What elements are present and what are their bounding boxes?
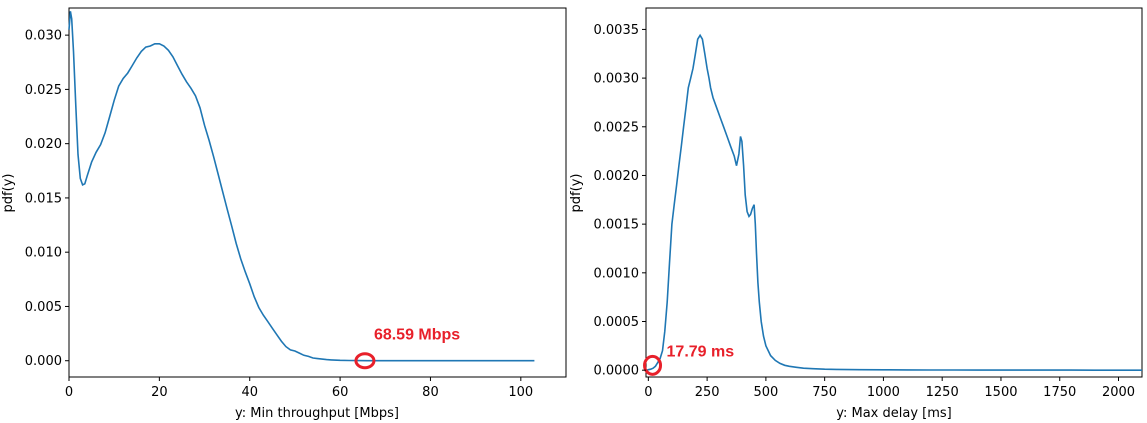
right-series-line bbox=[647, 33, 1142, 371]
left-y-tick-label: 0.030 bbox=[25, 29, 62, 44]
left-marker-circle bbox=[354, 352, 376, 370]
right-x-tick-label: 1250 bbox=[926, 385, 959, 400]
left-y-tick-label: 0.020 bbox=[25, 137, 62, 152]
left-x-axis-label: y: Min throughput [Mbps] bbox=[235, 406, 399, 421]
left-y-tick-label: 0.000 bbox=[25, 354, 62, 369]
left-x-tick-label: 40 bbox=[241, 385, 258, 400]
right-x-tick-label: 0 bbox=[644, 385, 652, 400]
left-series-line bbox=[68, 11, 535, 362]
left-y-tick-label: 0.025 bbox=[25, 83, 62, 98]
right-y-tick-label: 0.0015 bbox=[594, 218, 640, 233]
left-y-tick-label: 0.015 bbox=[25, 191, 62, 206]
left-x-tick-label: 60 bbox=[332, 385, 349, 400]
right-x-tick-label: 2000 bbox=[1102, 385, 1135, 400]
left-y-tick-label: 0.005 bbox=[25, 300, 62, 315]
right-y-tick-label: 0.0010 bbox=[594, 266, 640, 281]
left-x-tick-label: 20 bbox=[151, 385, 168, 400]
left-x-tick-label: 80 bbox=[422, 385, 439, 400]
right-plot-frame bbox=[645, 7, 1143, 378]
right-x-tick-label: 1500 bbox=[984, 385, 1017, 400]
left-x-tick-label: 0 bbox=[65, 385, 73, 400]
right-x-ticks: 0 250 500 750 1000 1250 1500 1750 2000 bbox=[644, 377, 1135, 400]
right-y-tick-label: 0.0035 bbox=[594, 23, 640, 38]
left-x-ticks: 0 20 40 60 80 100 bbox=[65, 377, 533, 400]
left-x-tick-label: 100 bbox=[508, 385, 533, 400]
left-y-axis-label: pdf(y) bbox=[1, 174, 16, 213]
left-y-ticks: 0.000 0.005 0.010 0.015 0.020 0.025 0.030 bbox=[25, 29, 69, 369]
right-y-tick-label: 0.0020 bbox=[594, 169, 640, 184]
right-y-ticks: 0.0000 0.0005 0.0010 0.0015 0.0020 0.0025 0.00… bbox=[594, 23, 646, 379]
right-x-axis-label: y: Max delay [ms] bbox=[836, 406, 952, 421]
right-y-tick-label: 0.0005 bbox=[594, 315, 640, 330]
right-x-tick-label: 250 bbox=[695, 385, 720, 400]
right-y-axis-label: pdf(y) bbox=[569, 174, 584, 213]
left-annotation: 68.59 Mbps bbox=[374, 327, 460, 344]
right-y-tick-label: 0.0030 bbox=[594, 72, 640, 87]
right-y-tick-label: 0.0025 bbox=[594, 120, 640, 135]
left-chart: 68.59 Mbps 0 20 40 60 80 100 0.0000.0050.0100… bbox=[1, 7, 567, 421]
left-y-tick-label: 0.010 bbox=[25, 246, 62, 261]
right-x-tick-label: 500 bbox=[753, 385, 778, 400]
right-chart: 17.79 ms 0 250 500 750 1000 1250 1500 1750 2000 … bbox=[569, 7, 1143, 421]
right-x-tick-label: 1000 bbox=[867, 385, 900, 400]
left-plot-frame bbox=[68, 7, 567, 378]
right-x-tick-label: 1750 bbox=[1043, 385, 1076, 400]
right-annotation: 17.79 ms bbox=[667, 343, 735, 360]
right-marker-circle bbox=[643, 354, 663, 376]
right-x-tick-label: 750 bbox=[812, 385, 837, 400]
right-y-tick-label: 0.0000 bbox=[594, 364, 640, 379]
